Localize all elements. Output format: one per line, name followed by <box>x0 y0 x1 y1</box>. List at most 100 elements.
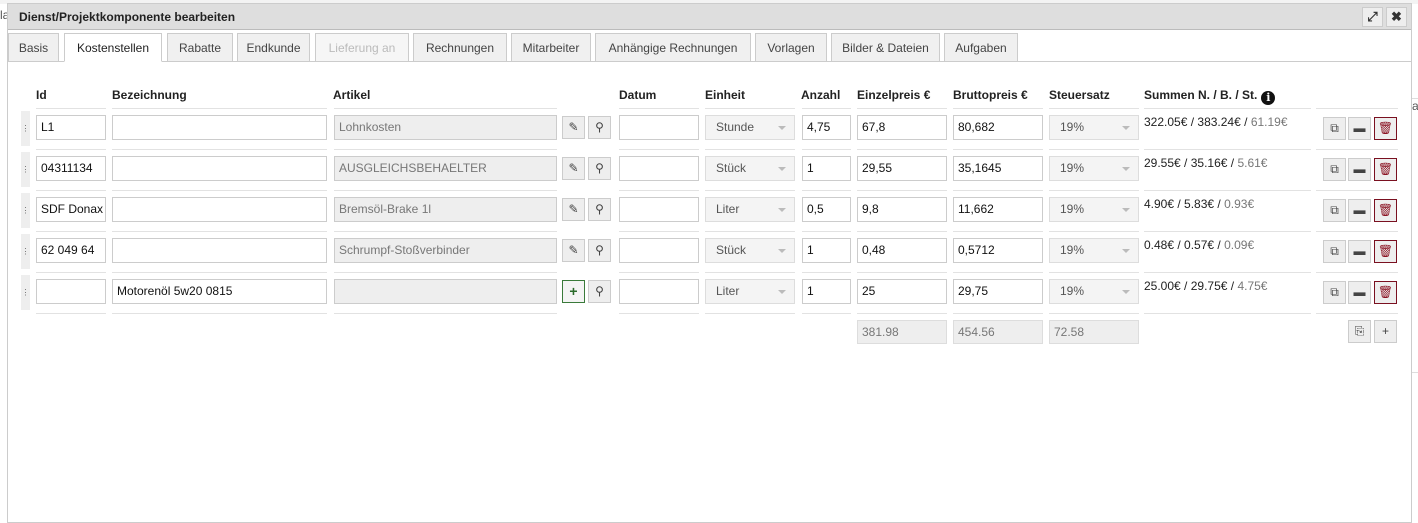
header-anzahl: Anzahl <box>801 88 841 102</box>
drag-handle[interactable]: ⋮ <box>21 275 30 310</box>
dialog-titlebar[interactable]: Dienst/Projektkomponente bearbeiten ⤢ ✖ <box>8 4 1411 30</box>
sum-gross: 5.83€ <box>1184 197 1215 211</box>
duplicate-row-button[interactable]: ⧉ <box>1323 199 1346 222</box>
einheit-select[interactable]: Stunde <box>705 115 795 140</box>
tab-anhängige-rechnungen[interactable]: Anhängige Rechnungen <box>595 33 751 62</box>
einheit-select[interactable]: Stück <box>705 156 795 181</box>
info-icon[interactable]: i <box>1261 91 1276 105</box>
add-row-button[interactable]: + <box>1374 320 1397 343</box>
einheit-select[interactable]: Stück <box>705 238 795 263</box>
close-button[interactable]: ✖ <box>1386 7 1407 27</box>
anzahl-input[interactable]: 1 <box>802 238 851 263</box>
datum-input[interactable] <box>619 156 699 181</box>
bruttopreis-input[interactable]: 35,1645 <box>953 156 1043 181</box>
bezeichnung-input[interactable] <box>112 115 327 140</box>
edit-article-button[interactable]: ✎ <box>562 116 585 139</box>
code-file-icon: ⎘ <box>1354 324 1365 338</box>
tab-rabatte[interactable]: Rabatte <box>167 33 233 62</box>
duplicate-row-button[interactable]: ⧉ <box>1323 281 1346 304</box>
search-article-button[interactable]: ⚲ <box>588 116 611 139</box>
id-input[interactable]: L1 <box>36 115 106 140</box>
id-input[interactable]: 04311134 <box>36 156 106 181</box>
delete-row-button[interactable]: 🗑 <box>1374 199 1397 222</box>
row-sums: 4.90€ / 5.83€ / 0.93€ <box>1144 197 1255 211</box>
datum-input[interactable] <box>619 279 699 304</box>
id-input[interactable]: 62 049 64 <box>36 238 106 263</box>
search-icon: ⚲ <box>595 284 604 298</box>
duplicate-row-button[interactable]: ⧉ <box>1323 158 1346 181</box>
bruttopreis-input[interactable]: 0,5712 <box>953 238 1043 263</box>
delete-row-button[interactable]: 🗑 <box>1374 117 1397 140</box>
search-article-button[interactable]: ⚲ <box>588 198 611 221</box>
add-article-button[interactable]: + <box>562 280 585 303</box>
tab-rechnungen[interactable]: Rechnungen <box>413 33 507 62</box>
steuersatz-select[interactable]: 19% <box>1049 156 1139 181</box>
bezeichnung-input[interactable] <box>112 197 327 222</box>
tab-vorlagen[interactable]: Vorlagen <box>755 33 827 62</box>
datum-input[interactable] <box>619 197 699 222</box>
search-article-button[interactable]: ⚲ <box>588 157 611 180</box>
dialog-title: Dienst/Projektkomponente bearbeiten <box>19 10 236 24</box>
anzahl-input[interactable]: 1 <box>802 156 851 181</box>
edit-article-button[interactable]: ✎ <box>562 198 585 221</box>
tab-bilder-dateien[interactable]: Bilder & Dateien <box>831 33 940 62</box>
duplicate-row-button[interactable]: ⧉ <box>1323 117 1346 140</box>
bruttopreis-input[interactable]: 11,662 <box>953 197 1043 222</box>
row-divider <box>802 272 851 273</box>
folder-icon: ▬ <box>1353 121 1366 135</box>
artikel-input: Lohnkosten <box>334 115 557 140</box>
id-input[interactable]: SDF Donax <box>36 197 106 222</box>
steuersatz-select[interactable]: 19% <box>1049 197 1139 222</box>
drag-handle[interactable]: ⋮ <box>21 111 30 146</box>
sum-net: 25.00€ <box>1144 279 1181 293</box>
anzahl-input[interactable]: 0,5 <box>802 197 851 222</box>
open-folder-button[interactable]: ▬ <box>1348 117 1371 140</box>
bruttopreis-input[interactable]: 29,75 <box>953 279 1043 304</box>
open-folder-button[interactable]: ▬ <box>1348 199 1371 222</box>
search-article-button[interactable]: ⚲ <box>588 239 611 262</box>
drag-handle[interactable]: ⋮ <box>21 193 30 228</box>
einheit-select[interactable]: Liter <box>705 279 795 304</box>
tab-kostenstellen[interactable]: Kostenstellen <box>64 33 162 62</box>
bruttopreis-input[interactable]: 80,682 <box>953 115 1043 140</box>
bezeichnung-input[interactable] <box>112 238 327 263</box>
einzelpreis-input[interactable]: 25 <box>857 279 947 304</box>
open-folder-button[interactable]: ▬ <box>1348 240 1371 263</box>
bezeichnung-input[interactable]: Motorenöl 5w20 0815 <box>112 279 327 304</box>
delete-row-button[interactable]: 🗑 <box>1374 240 1397 263</box>
open-folder-button[interactable]: ▬ <box>1348 281 1371 304</box>
einzelpreis-input[interactable]: 0,48 <box>857 238 947 263</box>
einzelpreis-input[interactable]: 29,55 <box>857 156 947 181</box>
tab-endkunde[interactable]: Endkunde <box>237 33 310 62</box>
row-divider <box>802 313 851 314</box>
anzahl-input[interactable]: 4,75 <box>802 115 851 140</box>
drag-handle[interactable]: ⋮ <box>21 234 30 269</box>
einzelpreis-input[interactable]: 67,8 <box>857 115 947 140</box>
drag-handle[interactable]: ⋮ <box>21 152 30 187</box>
datum-input[interactable] <box>619 238 699 263</box>
steuersatz-select[interactable]: 19% <box>1049 115 1139 140</box>
maximize-button[interactable]: ⤢ <box>1362 7 1383 27</box>
export-button[interactable]: ⎘ <box>1348 320 1371 343</box>
bezeichnung-input[interactable] <box>112 156 327 181</box>
row-divider <box>802 190 851 191</box>
tab-aufgaben[interactable]: Aufgaben <box>944 33 1018 62</box>
steuersatz-select[interactable]: 19% <box>1049 279 1139 304</box>
open-folder-button[interactable]: ▬ <box>1348 158 1371 181</box>
edit-article-button[interactable]: ✎ <box>562 239 585 262</box>
row-divider <box>36 190 106 191</box>
id-input[interactable] <box>36 279 106 304</box>
delete-row-button[interactable]: 🗑 <box>1374 281 1397 304</box>
anzahl-input[interactable]: 1 <box>802 279 851 304</box>
steuersatz-select[interactable]: 19% <box>1049 238 1139 263</box>
header-einzelpreis: Einzelpreis € <box>857 88 931 102</box>
einzelpreis-input[interactable]: 9,8 <box>857 197 947 222</box>
einheit-select[interactable]: Liter <box>705 197 795 222</box>
search-article-button[interactable]: ⚲ <box>588 280 611 303</box>
tab-basis[interactable]: Basis <box>8 33 59 62</box>
delete-row-button[interactable]: 🗑 <box>1374 158 1397 181</box>
edit-article-button[interactable]: ✎ <box>562 157 585 180</box>
datum-input[interactable] <box>619 115 699 140</box>
duplicate-row-button[interactable]: ⧉ <box>1323 240 1346 263</box>
tab-mitarbeiter[interactable]: Mitarbeiter <box>511 33 591 62</box>
